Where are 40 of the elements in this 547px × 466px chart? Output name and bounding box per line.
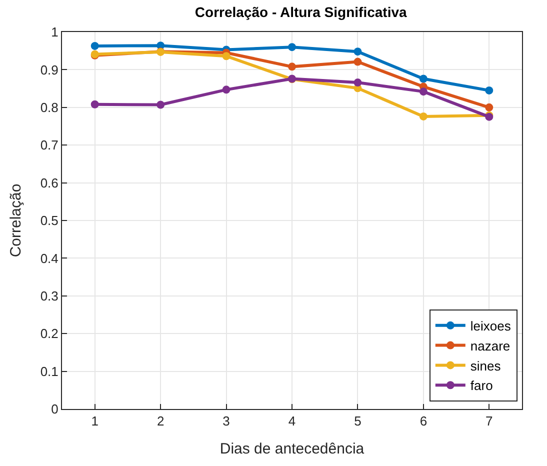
point <box>419 112 428 120</box>
point <box>90 100 99 108</box>
point <box>354 58 362 66</box>
y-tick-label: 0.6 <box>40 175 58 190</box>
point <box>485 86 494 94</box>
x-tick-label: 6 <box>420 414 428 429</box>
point <box>288 43 296 52</box>
y-tick-label: 0.7 <box>40 138 58 153</box>
legend-label: leixoes <box>470 318 512 334</box>
point <box>354 48 362 56</box>
point <box>485 103 494 112</box>
point <box>419 88 428 96</box>
x-tick-label: 5 <box>354 414 362 429</box>
x-axis-title: Dias de antecedência <box>220 440 365 458</box>
legend-label: nazare <box>470 338 510 354</box>
y-tick-label: 0.1 <box>40 364 58 379</box>
point <box>90 42 99 50</box>
y-tick-label: 0 <box>51 402 58 417</box>
y-axis-title: Correlação <box>8 184 25 258</box>
y-tick-label: 1 <box>51 24 58 40</box>
y-tick-label: 0.4 <box>40 250 58 266</box>
point <box>222 52 230 60</box>
point <box>222 86 230 94</box>
point <box>288 62 296 71</box>
y-tick-label: 0.8 <box>40 100 58 115</box>
y-tick-label: 0.9 <box>40 62 58 78</box>
point <box>354 78 362 87</box>
point <box>156 100 165 109</box>
legend-label: sines <box>470 358 502 374</box>
y-tick-label: 0.2 <box>40 326 58 342</box>
x-tick-label: 1 <box>91 414 98 429</box>
point <box>419 74 428 83</box>
chart-title: Correlação - Altura Significativa <box>194 4 407 20</box>
y-tick-label: 0.3 <box>40 288 58 304</box>
x-tick-label: 4 <box>288 414 296 429</box>
y-tick-label: 0.5 <box>40 213 58 228</box>
x-tick-label: 3 <box>222 414 230 429</box>
x-tick-label: 7 <box>486 414 493 429</box>
legend-label: faro <box>470 378 493 394</box>
x-tick-label: 2 <box>156 414 164 429</box>
